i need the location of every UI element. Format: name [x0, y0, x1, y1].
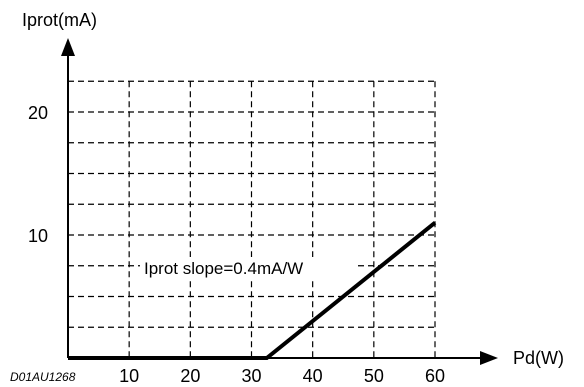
series-layer: [68, 221, 437, 360]
x-tick-label: 30: [241, 366, 261, 386]
series-line: [68, 221, 437, 360]
x-axis-label: Pd(W): [513, 348, 564, 368]
x-tick-label: 10: [119, 366, 139, 386]
x-tick-label: 60: [425, 366, 445, 386]
y-tick-label: 10: [28, 226, 48, 246]
figure-id: D01AU1268: [10, 370, 76, 384]
y-axis-label: Iprot(mA): [22, 10, 97, 30]
axes: [61, 38, 498, 365]
annotation-backdrop: [140, 257, 358, 279]
slope-annotation: Iprot slope=0.4mA/W: [144, 259, 303, 278]
x-tick-label: 20: [180, 366, 200, 386]
x-axis-arrow-icon: [480, 351, 498, 365]
grid: [68, 80, 436, 358]
y-tick-label: 20: [28, 103, 48, 123]
y-axis-arrow-icon: [61, 38, 75, 56]
tick-labels: 10 20 30 40 50 60 10 20: [28, 103, 445, 386]
x-tick-label: 50: [364, 366, 384, 386]
x-tick-label: 40: [303, 366, 323, 386]
